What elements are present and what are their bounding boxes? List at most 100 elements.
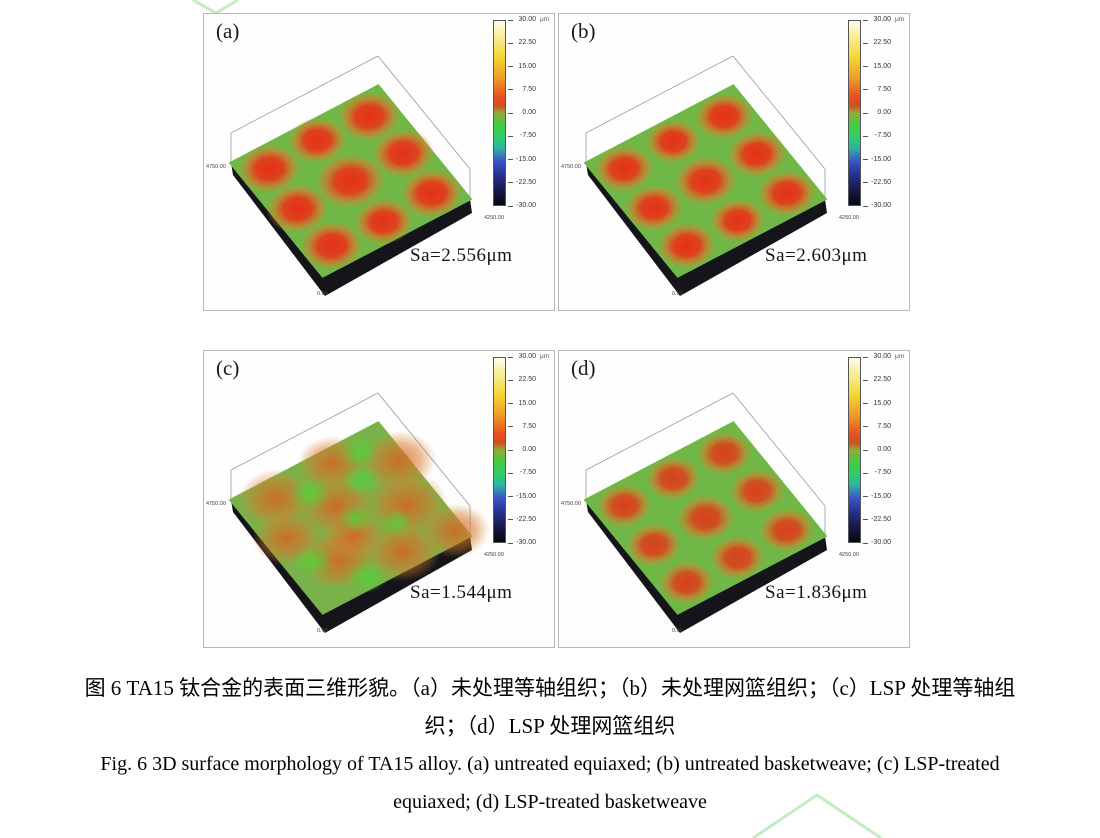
colorbar-tick-label: 30.00 — [518, 353, 536, 360]
colorbar-tick-label: 30.00 — [873, 16, 891, 23]
colorbar-tick — [508, 426, 513, 428]
sa-roughness-value: Sa=1.836μm — [765, 582, 868, 603]
colorbar-tick-label: -30.00 — [516, 202, 536, 209]
colorbar-tick-label: 7.50 — [522, 422, 536, 430]
colorbar-tick — [863, 379, 868, 381]
colorbar-tick-label: 22.50 — [873, 376, 891, 384]
colorbar-tick-label: 7.50 — [522, 85, 536, 93]
colorbar-tick — [508, 472, 513, 474]
colorbar-tick — [508, 496, 513, 497]
colorbar-tick — [508, 449, 513, 451]
colorbar-tick — [863, 449, 868, 451]
colorbar-tick — [863, 205, 868, 207]
surface-top — [228, 84, 473, 278]
watermark-chevron-top — [192, 0, 239, 15]
colorbar-tick — [863, 159, 868, 160]
surface-plot-a-untreated-equiaxed — [228, 55, 473, 296]
sa-roughness-value: Sa=1.544μm — [410, 582, 513, 603]
axis-label-right: 4250.00 — [484, 552, 504, 558]
colorbar-tick-label: 15.00 — [518, 62, 536, 70]
colorbar-tick — [863, 89, 868, 91]
colorbar-tick-label: -15.00 — [516, 492, 536, 500]
colorbar-tick — [508, 112, 513, 114]
slab-side — [586, 500, 827, 633]
colorbar-tick — [863, 472, 868, 474]
colorbar-tick — [508, 135, 513, 137]
surface-top — [228, 421, 490, 615]
axis-label-bottom: 0.00 — [317, 628, 328, 634]
colorbar-tick — [863, 403, 868, 404]
axis-label-right: 4250.00 — [839, 215, 859, 221]
colorbar-tick-label: -22.50 — [516, 515, 536, 523]
colorbar-tick-label: 7.50 — [877, 422, 891, 430]
colorbar-tick-label: -22.50 — [871, 178, 891, 186]
colorbar-tick-label: 22.50 — [873, 39, 891, 47]
colorbar-tick — [508, 159, 513, 160]
colorbar-tick — [863, 42, 868, 44]
axis-label-left: 4750.00 — [206, 501, 226, 507]
colorbar-tick — [508, 182, 513, 184]
caption-zh-line2: 织；（d）LSP 处理网篮组织 — [424, 714, 676, 738]
colorbar-tick — [863, 19, 868, 21]
colorbar-tick — [863, 66, 868, 67]
colorbar-tick — [508, 89, 513, 91]
colorbar-unit-label: μm — [895, 353, 905, 360]
colorbar-unit-label: μm — [540, 16, 550, 23]
panel-letter: (a) — [216, 19, 240, 43]
colorbar-tick-label: -7.50 — [520, 469, 536, 477]
panel-c: (c) 4750.00 4250.00 0.00 Sa=1.544μm 30.0… — [203, 350, 555, 648]
axis-label-right: 4250.00 — [484, 215, 504, 221]
slab-side — [586, 163, 827, 296]
colorbar-tick — [863, 135, 868, 137]
slab-side — [231, 163, 472, 296]
panel-b: (b) 4750.00 4250.00 0.00 Sa=2.603μm 30.0… — [558, 13, 910, 311]
colorbar — [493, 357, 506, 543]
colorbar-tick — [508, 379, 513, 381]
colorbar-tick-label: -15.00 — [871, 492, 891, 500]
colorbar-tick — [508, 519, 513, 521]
panel-a: (a) 4750.00 4250.00 0.00 Sa=2.556μm 30.0… — [203, 13, 555, 311]
colorbar-tick-label: 0.00 — [877, 446, 891, 453]
colorbar-tick-label: 15.00 — [873, 62, 891, 70]
caption-zh-line1: 图 6 TA15 钛合金的表面三维形貌。（a）未处理等轴组织；（b）未处理网篮组… — [84, 676, 1016, 700]
colorbar-tick — [508, 19, 513, 21]
colorbar-tick — [863, 182, 868, 184]
panel-letter: (c) — [216, 356, 240, 380]
colorbar-tick-label: 0.00 — [522, 109, 536, 116]
colorbar-tick-label: -7.50 — [520, 132, 536, 140]
surface-plot-c-lsp-equiaxed — [228, 392, 490, 633]
surface-plot-b-untreated-basketweave — [583, 55, 828, 296]
axis-label-bottom: 0.00 — [317, 291, 328, 297]
panel-letter: (d) — [571, 356, 596, 380]
axis-label-bottom: 0.00 — [672, 291, 683, 297]
caption-en-line2: equiaxed; (d) LSP-treated basketweave — [393, 791, 707, 813]
colorbar-tick — [508, 205, 513, 207]
colorbar-tick-label: 7.50 — [877, 85, 891, 93]
colorbar-tick — [508, 542, 513, 544]
colorbar-tick — [508, 356, 513, 358]
colorbar-tick-label: -15.00 — [516, 155, 536, 163]
colorbar-tick-label: -22.50 — [516, 178, 536, 186]
sa-roughness-value: Sa=2.556μm — [410, 245, 513, 266]
surface-top — [583, 84, 828, 278]
surface-plot-d-lsp-basketweave — [583, 392, 828, 633]
panel-letter: (b) — [571, 19, 596, 43]
colorbar-tick-label: -7.50 — [875, 469, 891, 477]
colorbar-tick-label: -22.50 — [871, 515, 891, 523]
colorbar-tick-label: 30.00 — [873, 353, 891, 360]
colorbar — [848, 20, 861, 206]
sa-roughness-value: Sa=2.603μm — [765, 245, 868, 266]
panel-d: (d) 4750.00 4250.00 0.00 Sa=1.836μm 30.0… — [558, 350, 910, 648]
colorbar-tick-label: 15.00 — [873, 399, 891, 407]
colorbar-tick-label: -30.00 — [871, 539, 891, 546]
colorbar-tick — [508, 403, 513, 404]
colorbar-tick-label: -15.00 — [871, 155, 891, 163]
colorbar-tick — [863, 496, 868, 497]
axis-label-left: 4750.00 — [561, 164, 581, 170]
colorbar-tick-label: -30.00 — [516, 539, 536, 546]
colorbar-tick-label: 0.00 — [522, 446, 536, 453]
caption-en-line1: Fig. 6 3D surface morphology of TA15 all… — [100, 753, 1000, 775]
colorbar-unit-label: μm — [895, 16, 905, 23]
colorbar-tick-label: 0.00 — [877, 109, 891, 116]
